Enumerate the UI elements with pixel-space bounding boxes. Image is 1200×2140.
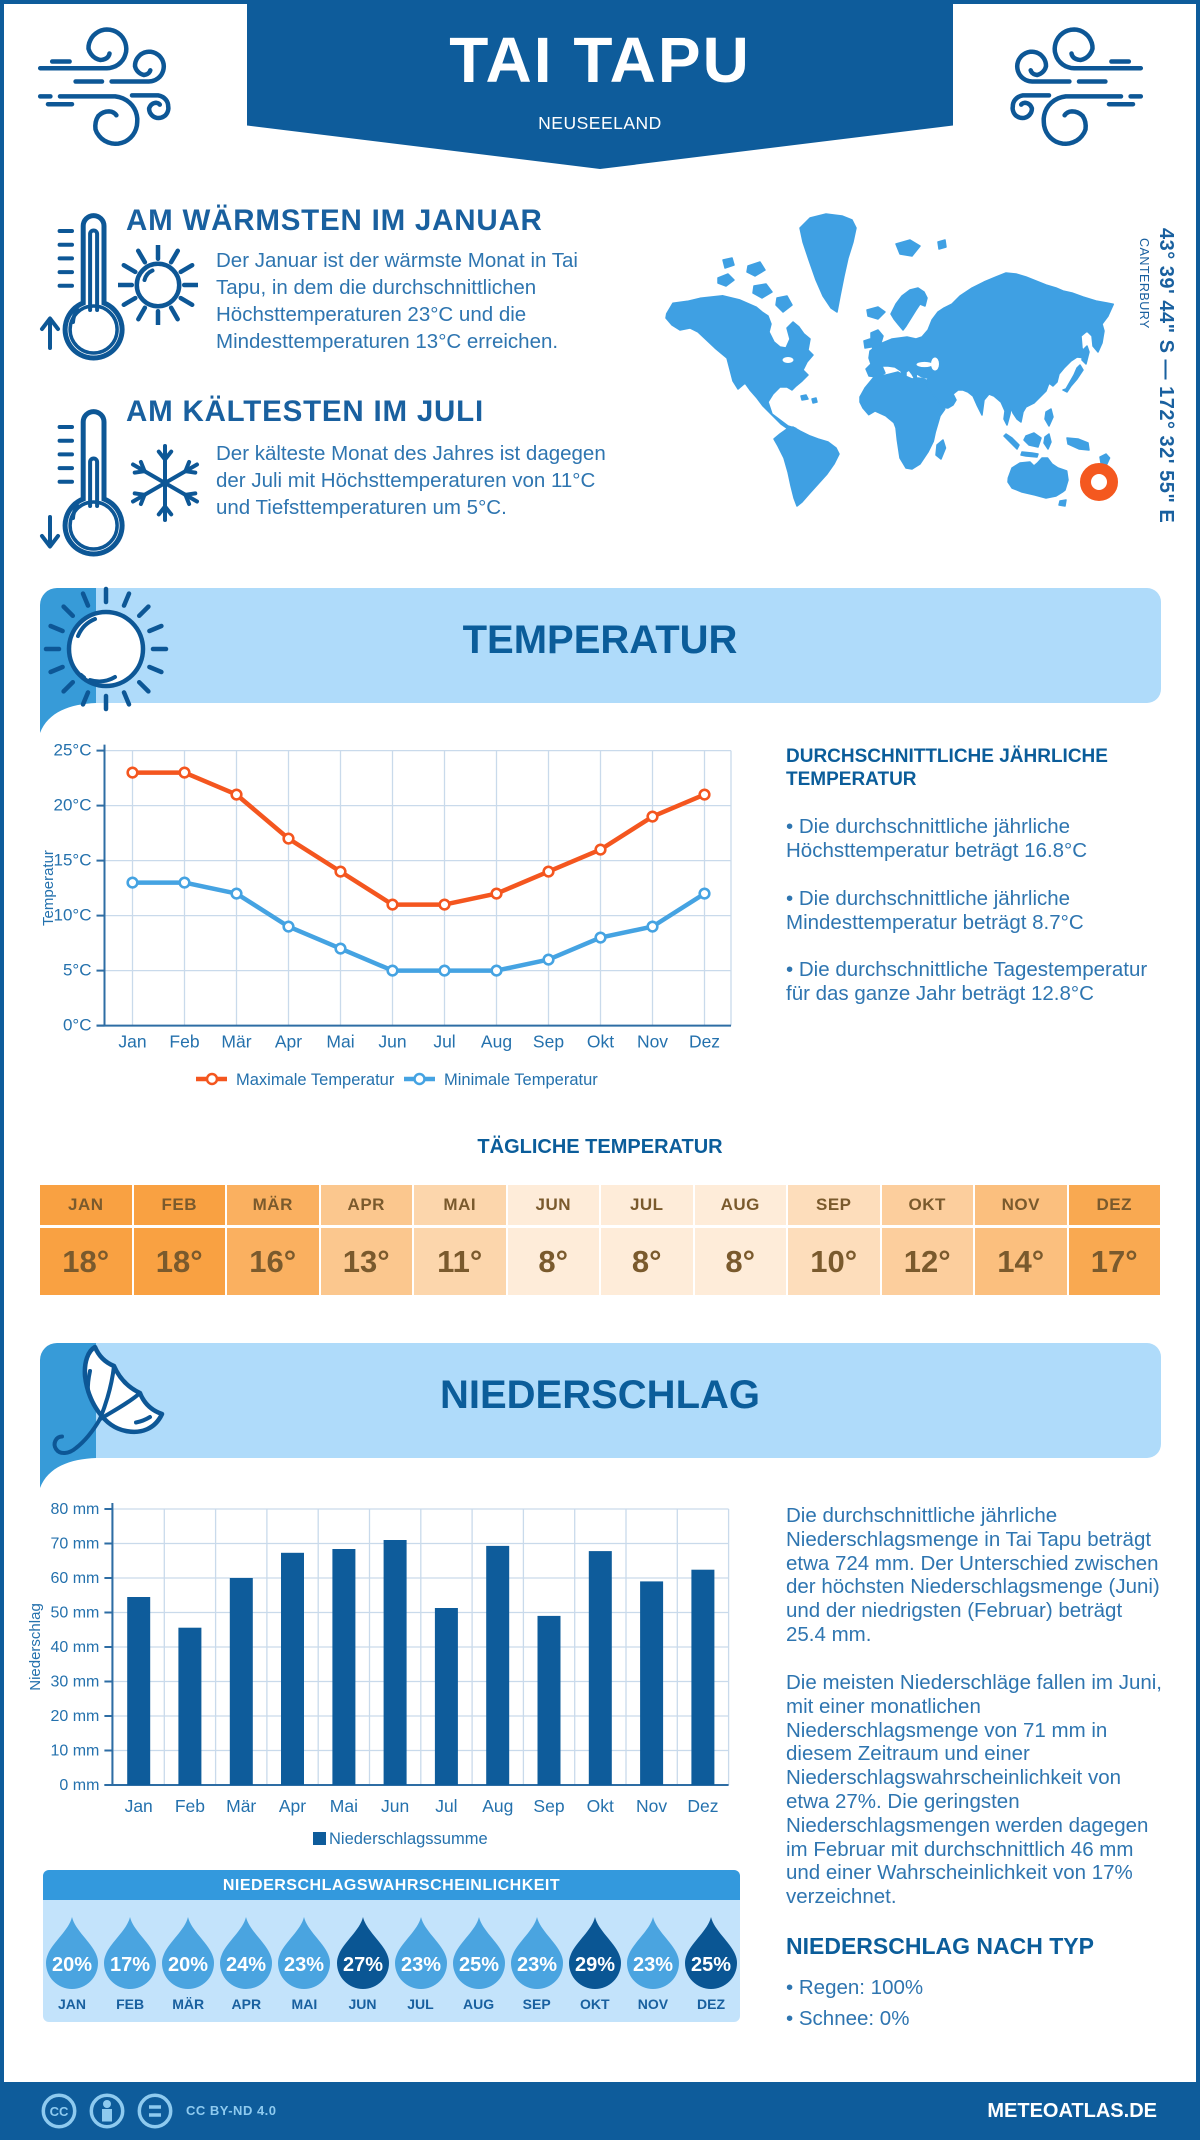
svg-text:0°C: 0°C xyxy=(63,1016,92,1035)
svg-text:Jan: Jan xyxy=(125,1796,153,1816)
svg-text:Dez: Dez xyxy=(687,1796,718,1816)
svg-text:27%: 27% xyxy=(342,1954,382,1976)
svg-text:20%: 20% xyxy=(168,1954,208,1976)
svg-text:23%: 23% xyxy=(284,1954,324,1976)
svg-text:25°C: 25°C xyxy=(54,741,92,760)
svg-text:NIEDERSCHLAG: NIEDERSCHLAG xyxy=(440,1373,760,1417)
svg-text:25%: 25% xyxy=(459,1954,499,1976)
svg-text:60 mm: 60 mm xyxy=(50,1570,99,1587)
svg-text:Apr: Apr xyxy=(275,1032,302,1052)
svg-text:0 mm: 0 mm xyxy=(59,1777,99,1794)
svg-text:Niederschlagssumme: Niederschlagssumme xyxy=(329,1830,488,1848)
svg-text:80 mm: 80 mm xyxy=(50,1501,99,1518)
svg-text:15°C: 15°C xyxy=(54,851,92,870)
svg-text:23%: 23% xyxy=(400,1954,440,1976)
svg-text:10°C: 10°C xyxy=(54,906,92,925)
svg-text:20%: 20% xyxy=(52,1954,92,1976)
svg-text:Temperatur: Temperatur xyxy=(40,850,57,926)
svg-text:TEMPERATUR: TEMPERATUR xyxy=(463,618,738,662)
svg-text:Apr: Apr xyxy=(279,1796,306,1816)
svg-text:Mai: Mai xyxy=(330,1796,358,1816)
svg-text:Jul: Jul xyxy=(435,1796,457,1816)
svg-text:24%: 24% xyxy=(226,1954,266,1976)
svg-text:Sep: Sep xyxy=(533,1032,564,1052)
svg-text:17%: 17% xyxy=(110,1954,150,1976)
svg-text:30 mm: 30 mm xyxy=(50,1674,99,1691)
svg-text:29%: 29% xyxy=(575,1954,615,1976)
svg-text:Niederschlag: Niederschlag xyxy=(27,1603,44,1691)
svg-text:Aug: Aug xyxy=(482,1796,513,1816)
svg-text:23%: 23% xyxy=(633,1954,673,1976)
svg-text:Okt: Okt xyxy=(587,1796,614,1816)
svg-text:Nov: Nov xyxy=(637,1032,668,1052)
svg-text:Feb: Feb xyxy=(169,1032,199,1052)
svg-text:Okt: Okt xyxy=(587,1032,614,1052)
svg-text:40 mm: 40 mm xyxy=(50,1639,99,1656)
svg-text:23%: 23% xyxy=(517,1954,557,1976)
svg-text:5°C: 5°C xyxy=(63,961,92,980)
svg-text:Maximale Temperatur: Maximale Temperatur xyxy=(236,1071,395,1089)
svg-text:Mär: Mär xyxy=(226,1796,256,1816)
svg-text:70 mm: 70 mm xyxy=(50,1536,99,1553)
svg-text:Mai: Mai xyxy=(326,1032,354,1052)
svg-text:Nov: Nov xyxy=(636,1796,667,1816)
svg-text:20°C: 20°C xyxy=(54,796,92,815)
svg-text:Jan: Jan xyxy=(118,1032,146,1052)
svg-text:25%: 25% xyxy=(691,1954,731,1976)
svg-text:Sep: Sep xyxy=(533,1796,564,1816)
svg-text:CC: CC xyxy=(50,2104,69,2119)
svg-text:10 mm: 10 mm xyxy=(50,1743,99,1760)
svg-text:Minimale Temperatur: Minimale Temperatur xyxy=(444,1071,598,1089)
svg-text:Mär: Mär xyxy=(221,1032,251,1052)
svg-text:20 mm: 20 mm xyxy=(50,1708,99,1725)
svg-text:Feb: Feb xyxy=(175,1796,205,1816)
svg-text:Jun: Jun xyxy=(378,1032,406,1052)
svg-text:Jun: Jun xyxy=(381,1796,409,1816)
svg-text:50 mm: 50 mm xyxy=(50,1605,99,1622)
svg-text:Jul: Jul xyxy=(433,1032,455,1052)
svg-text:Dez: Dez xyxy=(689,1032,720,1052)
svg-text:Aug: Aug xyxy=(481,1032,512,1052)
